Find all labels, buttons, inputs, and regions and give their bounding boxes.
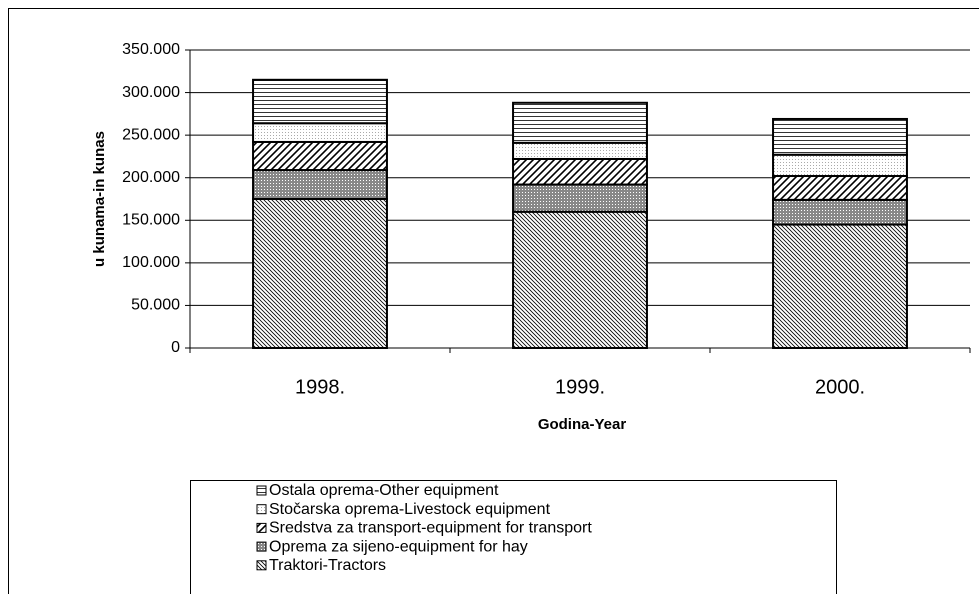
x-axis-label: Godina-Year (538, 416, 627, 433)
y-tick-label: 200.000 (122, 169, 180, 186)
bar-segment (252, 169, 388, 200)
bar-segment (772, 223, 908, 350)
bar-segment (252, 198, 388, 349)
x-tick-label: 1998. (295, 376, 345, 398)
y-tick-label: 250.000 (122, 126, 180, 143)
legend-swatch (256, 560, 267, 571)
bar-segment (512, 157, 648, 186)
legend-swatch (256, 541, 267, 552)
y-axis-label: u kunama-in kunas (91, 131, 108, 267)
bar-segment (512, 101, 648, 144)
legend-label: Ostala oprema-Other equipment (269, 482, 499, 499)
chart-frame (8, 8, 979, 594)
bar-segment (252, 122, 388, 143)
bar-segment (252, 140, 388, 172)
y-tick-label: 0 (171, 339, 180, 356)
bar-segment (772, 198, 908, 226)
legend-label: Traktori-Tractors (269, 557, 386, 574)
bar-segment (772, 117, 908, 156)
legend-label: Oprema za sijeno-equipment for hay (269, 538, 528, 555)
y-tick-label: 100.000 (122, 254, 180, 271)
legend-swatch (256, 522, 267, 533)
bar-segment (512, 141, 648, 160)
bar-segment (512, 183, 648, 213)
bar-segment (772, 175, 908, 201)
bar-segment (512, 210, 648, 349)
legend-label: Stočarska oprema-Livestock equipment (269, 501, 551, 518)
legend-swatch (256, 485, 267, 496)
bar-segment (772, 153, 908, 178)
y-tick-label: 150.000 (122, 212, 180, 229)
y-tick-label: 300.000 (122, 84, 180, 101)
y-tick-label: 50.000 (131, 297, 180, 314)
legend-label: Sredstva za transport-equipment for tran… (269, 520, 592, 537)
bar-segment (252, 78, 388, 125)
legend-swatch (256, 504, 267, 515)
x-tick-label: 2000. (815, 376, 865, 398)
x-tick-label: 1999. (555, 376, 605, 398)
legend-box (190, 480, 837, 594)
y-tick-label: 350.000 (122, 41, 180, 58)
